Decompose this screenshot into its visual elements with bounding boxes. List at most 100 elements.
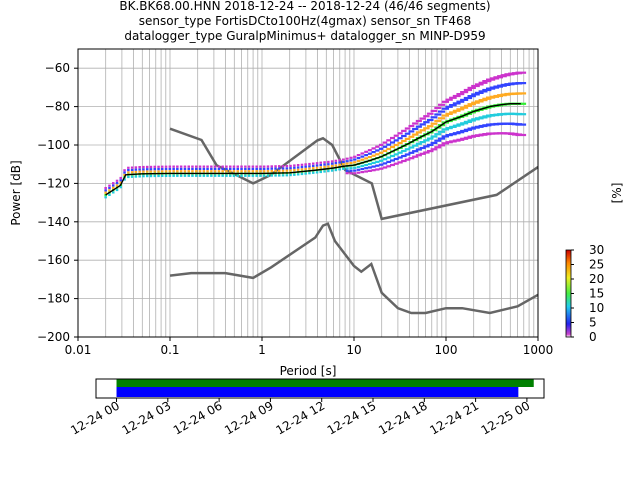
psd-cell <box>213 174 217 177</box>
psd-cell <box>304 172 307 175</box>
psd-cell <box>452 124 461 127</box>
psd-cell <box>419 141 426 144</box>
psd-cell <box>187 165 190 168</box>
psd-cell <box>378 151 384 154</box>
psd-cell <box>390 159 395 162</box>
psd-cell <box>262 165 266 168</box>
psd-cell <box>371 169 376 172</box>
psd-cell <box>423 145 430 148</box>
psd-cell <box>349 161 353 165</box>
psd-cell <box>157 170 160 173</box>
psd-cell <box>259 167 262 170</box>
psd-cell <box>296 168 300 171</box>
psd-cell <box>213 170 217 173</box>
coverage-bar <box>116 387 519 397</box>
psd-cell <box>463 96 473 100</box>
psd-cell <box>153 170 156 173</box>
psd-cell <box>445 127 453 130</box>
psd-cell <box>467 119 476 122</box>
psd-cell <box>195 165 198 168</box>
psd-cell <box>412 150 419 153</box>
psd-cell <box>149 170 153 173</box>
psd-cell <box>146 165 149 168</box>
psd-cell <box>108 184 111 187</box>
psd-cell <box>104 187 107 190</box>
psd-cell <box>172 174 175 177</box>
psd-cell <box>304 165 307 168</box>
psd-cell <box>206 170 209 173</box>
psd-cell <box>430 116 438 119</box>
psd-cell <box>338 168 341 171</box>
psd-cell <box>108 186 111 190</box>
psd-cell <box>130 168 134 171</box>
psd-cell <box>375 145 380 148</box>
psd-cell <box>467 95 476 98</box>
psd-cell <box>221 174 224 177</box>
psd-cell <box>319 163 322 167</box>
psd-cell <box>221 165 224 168</box>
psd-cell <box>119 179 122 182</box>
psd-cell <box>515 133 527 137</box>
psd-cell <box>397 132 403 135</box>
psd-cell <box>415 148 422 151</box>
psd-cell <box>401 154 407 158</box>
timeline-tick-label: 12-24 18 <box>376 398 430 437</box>
psd-cell <box>382 145 388 148</box>
psd-cell <box>153 165 156 168</box>
colorbar-tick-label: 30 <box>589 243 604 257</box>
colorbar-tick-label: 5 <box>589 316 597 330</box>
psd-cell <box>423 121 430 124</box>
y-axis-label: Power [dB] <box>9 160 23 225</box>
psd-cell <box>390 136 395 140</box>
colorbar-tick-label: 20 <box>589 272 604 286</box>
psd-cell <box>441 114 449 117</box>
psd-cell <box>356 157 361 160</box>
psd-cell <box>240 167 243 170</box>
psd-cell <box>281 169 285 172</box>
psd-cell <box>408 146 415 149</box>
psd-cell <box>467 86 476 89</box>
psd-cell <box>415 142 422 145</box>
psd-cell <box>482 97 492 100</box>
psd-cell <box>225 174 228 177</box>
psd-cell <box>217 174 221 177</box>
psd-cell <box>445 105 453 108</box>
psd-cell <box>198 174 202 177</box>
psd-cell <box>183 170 187 173</box>
psd-cell <box>232 170 236 173</box>
psd-cell <box>164 170 168 173</box>
psd-cell <box>300 166 304 169</box>
psd-cell <box>456 131 465 134</box>
psd-cell <box>338 159 341 162</box>
psd-cell <box>274 174 277 177</box>
psd-cell <box>401 149 407 153</box>
psd-cell <box>315 166 319 169</box>
psd-cell <box>404 148 411 151</box>
psd-cell <box>353 161 357 164</box>
psd-cell <box>401 139 407 143</box>
psd-cell <box>225 170 228 173</box>
psd-cell <box>172 170 175 173</box>
psd-cell <box>202 165 206 168</box>
psd-cell <box>315 171 319 174</box>
y-tick-label: −200 <box>37 330 70 344</box>
psd-cell <box>367 169 372 172</box>
psd-cell <box>119 181 122 184</box>
psd-cell <box>285 167 289 170</box>
psd-cell <box>438 103 446 106</box>
psd-cell <box>364 150 368 153</box>
psd-cell <box>412 133 419 136</box>
psd-cell <box>176 170 179 173</box>
psd-cell <box>419 146 426 150</box>
psd-cell <box>161 174 164 177</box>
psd-cell <box>240 174 243 177</box>
psd-cell <box>349 156 353 159</box>
psd-cell <box>304 163 307 166</box>
psd-cell <box>198 165 202 168</box>
psd-cell <box>378 159 384 162</box>
psd-cell <box>312 167 315 170</box>
psd-cell <box>115 182 119 185</box>
psd-cell <box>172 167 175 170</box>
x-tick-label: 10 <box>346 343 361 357</box>
psd-cell <box>213 167 217 170</box>
